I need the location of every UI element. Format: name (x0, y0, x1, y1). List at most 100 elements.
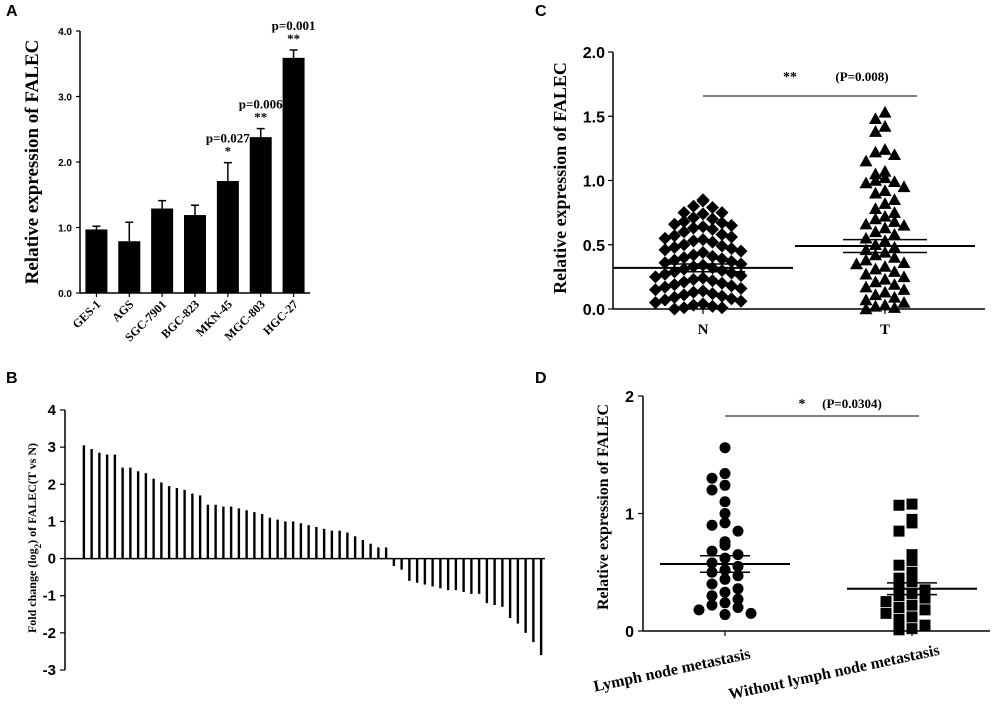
panel-c-point (658, 231, 672, 245)
panel-b-bar (276, 519, 279, 559)
panel-b-bar (198, 495, 202, 559)
panel-b-bar (338, 530, 341, 559)
panel-c-point (869, 112, 882, 125)
panel-c-point (649, 270, 662, 284)
panel-d-point (906, 611, 918, 623)
panel-c-point (888, 175, 901, 187)
panel-c-point (897, 256, 911, 268)
panel-b-ytick-label: -1 (43, 588, 56, 605)
panel-d-point (906, 587, 918, 599)
panel-d-point (732, 560, 744, 572)
panel-a-ylabel: Relative expression of FALEC (22, 40, 43, 285)
panel-c-point (734, 281, 748, 295)
panel-b-bar (439, 558, 442, 589)
panel-c-point (878, 209, 892, 222)
panel-a-significance-stars: ** (254, 110, 267, 125)
panel-c-point (696, 297, 710, 311)
panel-b-bar (454, 558, 458, 591)
panel-d-point (706, 472, 718, 484)
panel-d-xlabel-without: Without lymph node metastasis (727, 642, 941, 703)
panel-d-point (719, 597, 731, 609)
panel-c-point (888, 301, 901, 313)
panel-a-bar (282, 57, 305, 294)
panel-c-point (725, 254, 738, 268)
panel-b-ylabel-sub: 2 (33, 543, 43, 548)
panel-c-point (725, 266, 738, 280)
panel-c-point (658, 280, 672, 294)
panel-d-point (906, 566, 918, 578)
panel-b-bar (501, 558, 504, 607)
panel-c-point (715, 301, 729, 315)
panel-c-point (696, 194, 710, 208)
panel-b-bar (129, 467, 132, 559)
panel-a-ytick-label: 1.0 (58, 224, 72, 235)
panel-a-ytick-label: 4.0 (58, 27, 72, 38)
panel-d-point (719, 468, 731, 480)
panel-d-point (693, 604, 705, 616)
panel-c-point (658, 293, 672, 307)
panel-d-point (732, 583, 744, 595)
panel-b-bar (322, 528, 326, 559)
panel-b-bar (408, 558, 411, 581)
panel-d-point (919, 592, 931, 604)
panel-a-ytick-label: 0.0 (58, 289, 72, 300)
panel-d-point (880, 607, 892, 619)
panel-c-point (869, 125, 882, 137)
panel-d-point (893, 580, 905, 592)
panel-c-point (677, 275, 691, 289)
panel-d-point (719, 573, 731, 585)
panel-c-point (668, 302, 681, 316)
panel-d-point (706, 590, 718, 602)
panel-b-bar (214, 504, 217, 559)
panel-c-point (888, 193, 901, 205)
panel-c-point (706, 249, 719, 263)
panel-d-point (906, 555, 918, 566)
panel-c-point (649, 283, 662, 297)
panel-c-point (869, 174, 882, 186)
panel-b-bar (229, 506, 233, 559)
panel-d-point (893, 613, 905, 625)
panel-c-point (696, 233, 710, 247)
panel-d-point (706, 519, 718, 531)
panel-d-point (906, 599, 918, 611)
panel-b-bar (485, 558, 489, 604)
panel-a-bar (118, 241, 141, 293)
panel-b-ylabel: Fold change (log2) of FALEC(T vs N) (25, 443, 43, 633)
panel-b-bar (400, 558, 403, 570)
panel-b-bar (299, 523, 303, 559)
panel-b-ytick-label: 3 (48, 439, 56, 456)
panel-c-point (734, 244, 748, 258)
panel-c-point (677, 215, 691, 229)
panel-c-point (677, 206, 691, 220)
panel-c-point (869, 202, 882, 214)
panel-c-point (687, 221, 700, 235)
panel-d-point (919, 604, 931, 616)
panel-b-bar (206, 504, 210, 559)
panel-c-point (859, 280, 873, 293)
panel-c-ytick-label: 2.0 (583, 45, 605, 62)
panel-c-point (706, 235, 719, 249)
panel-d-point (906, 549, 918, 561)
panel-d-point (745, 607, 757, 619)
panel-c-point (869, 225, 882, 238)
panel-c-point (897, 296, 911, 308)
panel-label-d: D (535, 370, 547, 387)
panel-c-ytick-label: 1.0 (583, 174, 605, 191)
panel-c-point (869, 186, 882, 199)
panel-a-bar (249, 137, 272, 293)
panel-d-plot: 0 1 2 (625, 389, 990, 641)
panel-c-point (869, 299, 882, 312)
panel-c-xlabel-t: T (880, 322, 890, 338)
panel-c-point (677, 225, 691, 239)
panel-c-point (878, 105, 892, 118)
panel-b-bar (307, 525, 310, 559)
panel-b-bar (377, 547, 380, 559)
panel-label-b: B (6, 370, 18, 387)
panel-c-point (715, 263, 729, 277)
panel-c-point (878, 171, 892, 184)
panel-c-point (725, 230, 738, 244)
panel-c-stars: ** (783, 70, 797, 85)
panel-a-ytick-label: 3.0 (58, 93, 72, 104)
panel-c-point (897, 270, 911, 283)
